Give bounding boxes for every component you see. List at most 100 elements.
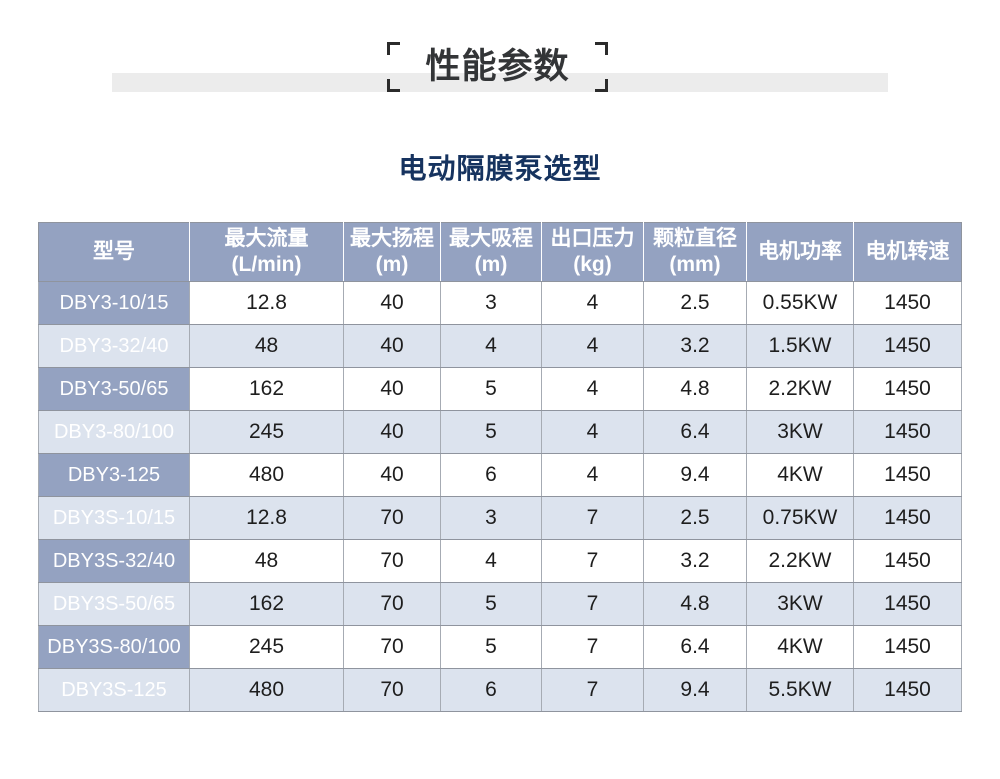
bracket-corner-bottom-left-icon bbox=[387, 79, 400, 92]
value-cell: 6 bbox=[440, 668, 542, 712]
model-cell: DBY3-10/15 bbox=[38, 281, 190, 325]
value-cell: 7 bbox=[541, 625, 644, 669]
value-cell: 1450 bbox=[853, 410, 962, 454]
value-cell: 1450 bbox=[853, 367, 962, 411]
header-unit: (kg) bbox=[573, 253, 612, 276]
table-head: 型号 最大流量 (L/min) 最大扬程 (m) 最大吸程 (m) 出口压力 (kg) … bbox=[38, 222, 962, 282]
table-subtitle: 电动隔膜泵选型 bbox=[398, 153, 602, 184]
column-header-motor-speed: 电机转速 bbox=[853, 222, 962, 282]
value-cell: 245 bbox=[189, 410, 344, 454]
value-cell: 4 bbox=[541, 324, 644, 368]
bracket-corner-bottom-right-icon bbox=[595, 79, 608, 92]
value-cell: 0.75KW bbox=[746, 496, 854, 540]
value-cell: 40 bbox=[343, 410, 441, 454]
value-cell: 4KW bbox=[746, 625, 854, 669]
header-label: 电机功率 bbox=[758, 240, 842, 263]
value-cell: 5 bbox=[440, 410, 542, 454]
value-cell: 162 bbox=[189, 367, 344, 411]
value-cell: 6 bbox=[440, 453, 542, 497]
value-cell: 4 bbox=[440, 324, 542, 368]
table-row: DBY3-50/65 162 40 5 4 4.8 2.2KW 1450 bbox=[38, 367, 962, 411]
value-cell: 70 bbox=[343, 668, 441, 712]
value-cell: 6.4 bbox=[643, 625, 747, 669]
header-label: 颗粒直径 bbox=[653, 227, 737, 250]
value-cell: 4.8 bbox=[643, 367, 747, 411]
value-cell: 48 bbox=[189, 539, 344, 583]
value-cell: 40 bbox=[343, 324, 441, 368]
table-row: DBY3S-125 480 70 6 7 9.4 5.5KW 1450 bbox=[38, 668, 962, 712]
table-row: DBY3-125 480 40 6 4 9.4 4KW 1450 bbox=[38, 453, 962, 497]
model-cell: DBY3S-80/100 bbox=[38, 625, 190, 669]
value-cell: 1450 bbox=[853, 281, 962, 325]
value-cell: 1450 bbox=[853, 625, 962, 669]
value-cell: 1450 bbox=[853, 324, 962, 368]
header-unit: (m) bbox=[375, 253, 409, 276]
column-header-particle-diameter: 颗粒直径 (mm) bbox=[643, 222, 747, 282]
title-highlight-band bbox=[112, 73, 888, 92]
column-header-motor-power: 电机功率 bbox=[746, 222, 854, 282]
value-cell: 2.2KW bbox=[746, 539, 854, 583]
column-header-model: 型号 bbox=[38, 222, 190, 282]
value-cell: 7 bbox=[541, 496, 644, 540]
bracket-corner-top-left-icon bbox=[387, 42, 400, 55]
value-cell: 3.2 bbox=[643, 324, 747, 368]
bracket-corner-top-right-icon bbox=[595, 42, 608, 55]
table-row: DBY3S-80/100 245 70 5 7 6.4 4KW 1450 bbox=[38, 625, 962, 669]
header-label: 最大扬程 bbox=[350, 227, 434, 250]
section-title-frame: 性能参数 bbox=[387, 42, 608, 92]
model-cell: DBY3S-32/40 bbox=[38, 539, 190, 583]
table-row: DBY3-80/100 245 40 5 4 6.4 3KW 1450 bbox=[38, 410, 962, 454]
value-cell: 480 bbox=[189, 668, 344, 712]
value-cell: 1450 bbox=[853, 496, 962, 540]
column-header-max-head: 最大扬程 (m) bbox=[343, 222, 441, 282]
value-cell: 48 bbox=[189, 324, 344, 368]
header-unit: (m) bbox=[474, 253, 508, 276]
value-cell: 1450 bbox=[853, 539, 962, 583]
value-cell: 40 bbox=[343, 281, 441, 325]
value-cell: 245 bbox=[189, 625, 344, 669]
value-cell: 3 bbox=[440, 496, 542, 540]
table-body: DBY3-10/15 12.8 40 3 4 2.5 0.55KW 1450 DBY3-32/4… bbox=[38, 281, 962, 712]
value-cell: 70 bbox=[343, 625, 441, 669]
value-cell: 0.55KW bbox=[746, 281, 854, 325]
column-header-outlet-pressure: 出口压力 (kg) bbox=[541, 222, 644, 282]
table-row: DBY3S-10/15 12.8 70 3 7 2.5 0.75KW 1450 bbox=[38, 496, 962, 540]
value-cell: 9.4 bbox=[643, 668, 747, 712]
column-header-max-suction: 最大吸程 (m) bbox=[440, 222, 542, 282]
header-unit: (mm) bbox=[669, 253, 721, 276]
value-cell: 3.2 bbox=[643, 539, 747, 583]
table-row: DBY3S-50/65 162 70 5 7 4.8 3KW 1450 bbox=[38, 582, 962, 626]
value-cell: 70 bbox=[343, 539, 441, 583]
header-label: 最大吸程 bbox=[449, 227, 533, 250]
header-label: 出口压力 bbox=[550, 227, 635, 250]
value-cell: 162 bbox=[189, 582, 344, 626]
value-cell: 5 bbox=[440, 625, 542, 669]
header-unit: (L/min) bbox=[231, 253, 302, 276]
value-cell: 2.5 bbox=[643, 281, 747, 325]
value-cell: 480 bbox=[189, 453, 344, 497]
value-cell: 3KW bbox=[746, 410, 854, 454]
value-cell: 4 bbox=[440, 539, 542, 583]
value-cell: 1.5KW bbox=[746, 324, 854, 368]
model-cell: DBY3S-50/65 bbox=[38, 582, 190, 626]
model-cell: DBY3-80/100 bbox=[38, 410, 190, 454]
value-cell: 5 bbox=[440, 367, 542, 411]
header-label: 最大流量 bbox=[224, 227, 309, 250]
value-cell: 1450 bbox=[853, 582, 962, 626]
value-cell: 9.4 bbox=[643, 453, 747, 497]
value-cell: 4 bbox=[541, 367, 644, 411]
model-cell: DBY3-32/40 bbox=[38, 324, 190, 368]
value-cell: 4.8 bbox=[643, 582, 747, 626]
value-cell: 5 bbox=[440, 582, 542, 626]
header-label: 型号 bbox=[93, 240, 135, 263]
model-cell: DBY3S-125 bbox=[38, 668, 190, 712]
value-cell: 3 bbox=[440, 281, 542, 325]
value-cell: 7 bbox=[541, 668, 644, 712]
value-cell: 7 bbox=[541, 539, 644, 583]
value-cell: 1450 bbox=[853, 453, 962, 497]
section-title: 性能参数 bbox=[425, 47, 570, 86]
value-cell: 12.8 bbox=[189, 281, 344, 325]
value-cell: 4 bbox=[541, 453, 644, 497]
table-row: DBY3-10/15 12.8 40 3 4 2.5 0.55KW 1450 bbox=[38, 281, 962, 325]
header-label: 电机转速 bbox=[865, 240, 950, 263]
